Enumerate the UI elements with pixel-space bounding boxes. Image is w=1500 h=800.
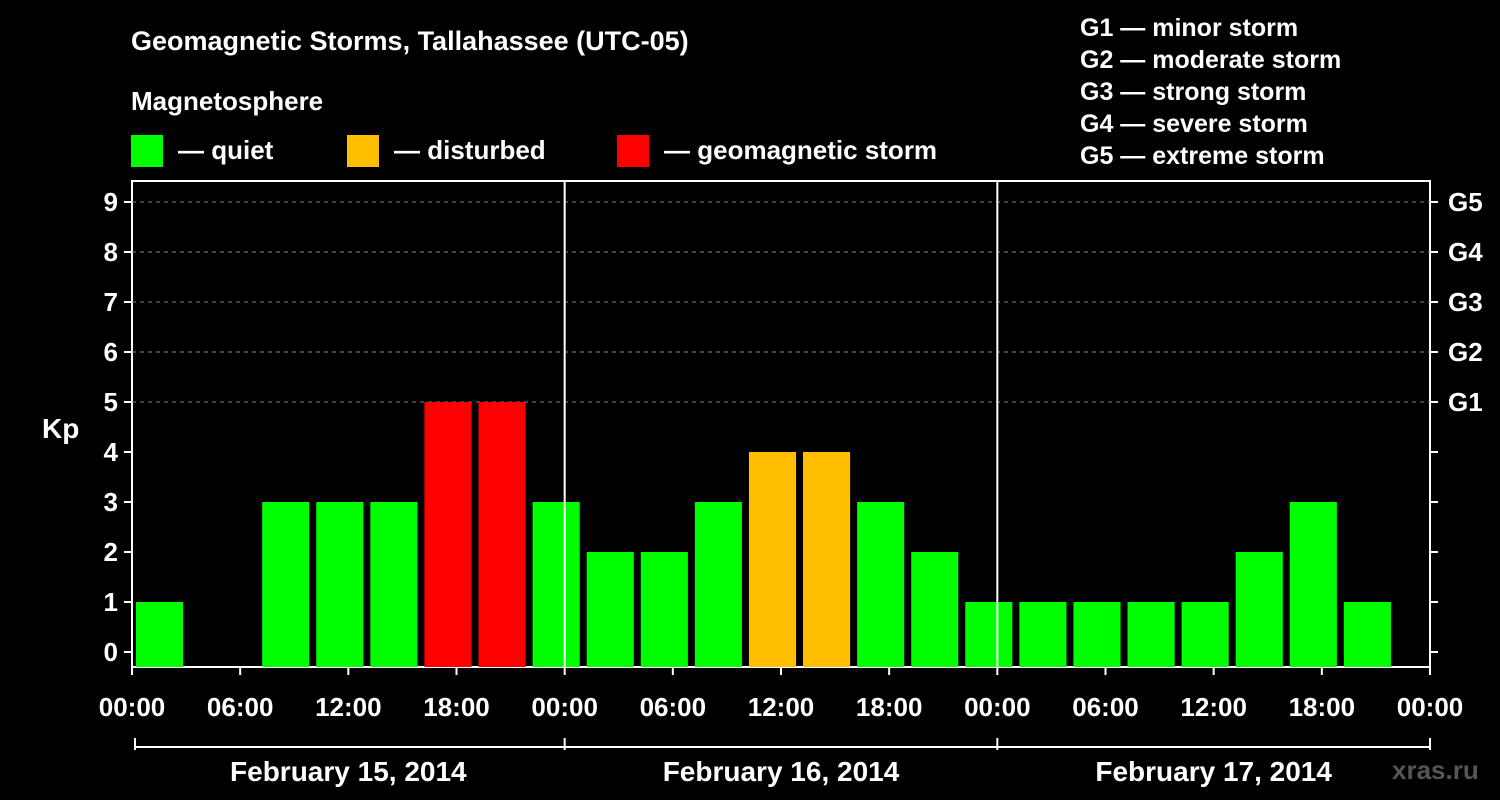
legend-swatch-quiet: [131, 135, 163, 167]
y-axis-label: Kp: [42, 413, 79, 444]
bar: [748, 452, 797, 667]
g-scale-label: G3: [1448, 287, 1483, 317]
bar: [857, 502, 905, 667]
scale-legend-g3: G3 — strong storm: [1080, 78, 1307, 106]
x-tick-label: 06:00: [207, 692, 274, 722]
x-tick-label: 06:00: [1072, 692, 1139, 722]
legend-title: Magnetosphere: [131, 86, 324, 116]
y-tick-label: 9: [104, 187, 118, 217]
legend-label-storm: — geomagnetic storm: [664, 135, 938, 165]
legend-label-quiet: — quiet: [178, 135, 274, 165]
x-tick-label: 18:00: [1289, 692, 1356, 722]
date-label: February 17, 2014: [1095, 756, 1332, 787]
legend-label-disturbed: — disturbed: [394, 135, 546, 165]
x-tick-label: 12:00: [1180, 692, 1247, 722]
date-label: February 15, 2014: [230, 756, 467, 787]
bar: [1073, 602, 1121, 667]
x-tick-label: 06:00: [640, 692, 707, 722]
bar: [136, 602, 184, 667]
g-scale-label: G1: [1448, 387, 1483, 417]
x-tick-label: 00:00: [1397, 692, 1464, 722]
y-tick-label: 7: [104, 287, 118, 317]
y-tick-label: 8: [104, 237, 118, 267]
bar: [911, 552, 959, 667]
bar: [316, 502, 364, 667]
y-tick-label: 5: [104, 387, 118, 417]
y-tick-label: 4: [104, 437, 119, 467]
watermark: xras.ru: [1392, 755, 1479, 785]
x-tick-label: 18:00: [423, 692, 490, 722]
y-tick-label: 2: [104, 537, 118, 567]
bar: [532, 502, 580, 667]
x-tick-label: 12:00: [748, 692, 815, 722]
bar: [965, 602, 1013, 667]
legend-swatch-storm: [617, 135, 649, 167]
bar: [478, 402, 526, 667]
x-tick-label: 12:00: [315, 692, 382, 722]
bar: [1235, 552, 1283, 667]
x-tick-label: 00:00: [964, 692, 1031, 722]
y-tick-label: 0: [104, 637, 118, 667]
g-scale-label: G5: [1448, 187, 1483, 217]
x-tick-label: 00:00: [531, 692, 598, 722]
bar: [1289, 502, 1337, 667]
y-tick-label: 6: [104, 337, 118, 367]
bar: [1019, 602, 1067, 667]
x-tick-label: 18:00: [856, 692, 923, 722]
bar: [586, 552, 634, 667]
date-label: February 16, 2014: [663, 756, 900, 787]
x-tick-label: 00:00: [99, 692, 166, 722]
bar: [803, 452, 851, 667]
bar: [694, 502, 742, 667]
bar: [1343, 602, 1391, 667]
legend-swatch-disturbed: [347, 135, 379, 167]
bar: [1127, 602, 1175, 667]
chart-title: Geomagnetic Storms, Tallahassee (UTC-05): [131, 26, 689, 56]
y-tick-label: 1: [104, 587, 118, 617]
bar: [1181, 602, 1229, 667]
bar: [370, 502, 418, 667]
g-scale-label: G2: [1448, 337, 1483, 367]
scale-legend-g2: G2 — moderate storm: [1080, 46, 1342, 74]
bar: [262, 502, 310, 667]
scale-legend-g1: G1 — minor storm: [1080, 14, 1299, 42]
scale-legend-g5: G5 — extreme storm: [1080, 142, 1325, 170]
y-tick-label: 3: [104, 487, 118, 517]
g-scale-label: G4: [1448, 237, 1483, 267]
bar: [424, 402, 472, 667]
scale-legend-g4: G4 — severe storm: [1080, 110, 1308, 138]
bar: [640, 552, 688, 667]
